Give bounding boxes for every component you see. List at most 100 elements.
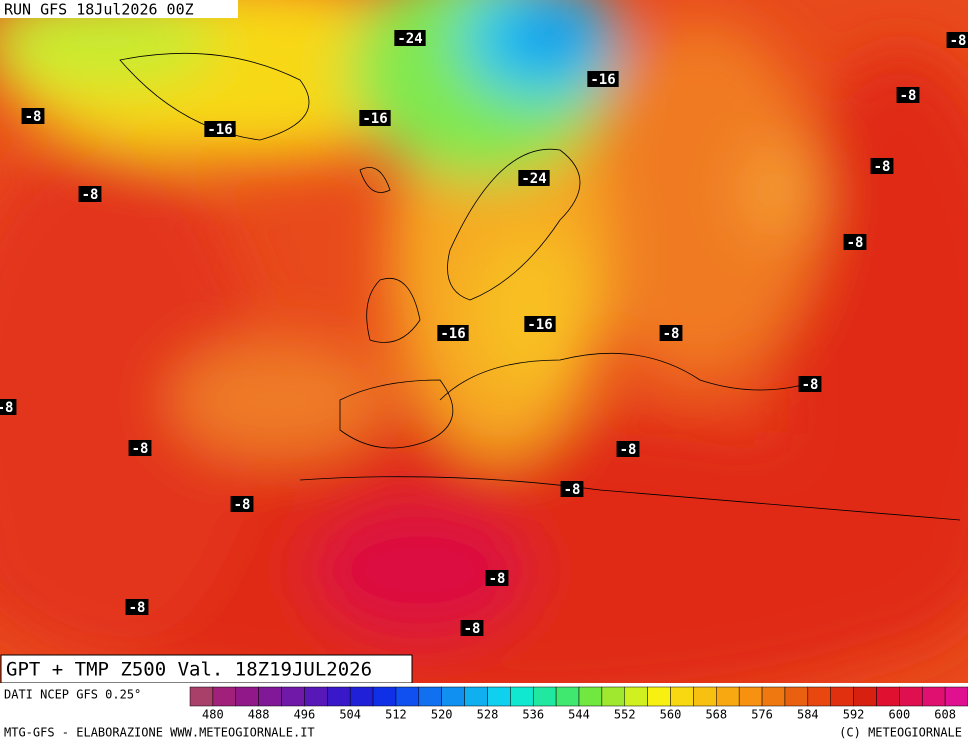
colorbar-swatch <box>281 686 305 707</box>
colorbar-tick-label: 488 <box>248 708 270 722</box>
colorbar-swatch <box>555 686 580 707</box>
footer-left: MTG-GFS - ELABORAZIONE WWW.METEOGIORNALE… <box>4 726 315 740</box>
colorbar-swatch <box>532 686 557 707</box>
colorbar-swatch <box>899 686 923 707</box>
contour-label-box <box>230 496 254 512</box>
colorbar-tick-label: 600 <box>889 708 911 722</box>
contour-label: -8 <box>564 482 581 498</box>
colorbar-tick-label: 568 <box>705 708 727 722</box>
contour-label-box <box>896 87 920 103</box>
contour-label-box <box>394 30 426 46</box>
contour-label: -8 <box>129 600 146 616</box>
contour-label: -8 <box>489 571 506 587</box>
contour-label-box <box>125 599 149 615</box>
colorbar-swatch <box>418 686 442 707</box>
contour-label-box <box>437 325 469 341</box>
colorbar-swatch <box>693 686 717 707</box>
contour-label-box <box>524 316 556 332</box>
contour-label: -8 <box>82 187 99 203</box>
colorbar-tick-label: 512 <box>385 708 407 722</box>
contour-label-box <box>587 71 619 87</box>
colorbar-tick-label: 520 <box>431 708 453 722</box>
colorbar-swatch <box>578 686 603 707</box>
colorbar-swatch <box>235 686 259 707</box>
colorbar-tick-label: 592 <box>843 708 865 722</box>
contour-label: -16 <box>527 317 552 333</box>
colorbar-swatch <box>304 686 328 707</box>
colorbar-swatch <box>761 686 786 707</box>
colorbar-swatch <box>189 686 214 707</box>
contour-label-box <box>0 399 17 415</box>
colorbar-swatch <box>464 686 488 707</box>
contour-label-box <box>204 121 236 137</box>
colorbar-swatch <box>807 686 831 707</box>
contour-label: -8 <box>663 326 680 342</box>
contour-label: -8 <box>620 442 637 458</box>
colorbar-swatch <box>876 686 900 707</box>
contour-label: -16 <box>440 326 465 342</box>
colorbar-tick-label: 536 <box>522 708 544 722</box>
title-box <box>0 654 413 684</box>
contour-label: -8 <box>874 159 891 175</box>
footer-right: (C) METEOGIORNALE <box>839 726 962 740</box>
colorbar-swatch <box>830 686 854 707</box>
contour-label: -8 <box>464 621 481 637</box>
colorbar-swatch <box>441 686 465 707</box>
contour-label-box <box>359 110 391 126</box>
contour-label: -16 <box>207 122 232 138</box>
colorbar-tick-label: 528 <box>477 708 499 722</box>
colorbar-tick-label: 608 <box>934 708 956 722</box>
contour-label: -8 <box>132 441 149 457</box>
colorbar-tick-label: 504 <box>339 708 361 722</box>
map-title: GPT + TMP Z500 Val. 18Z19JUL2026 <box>6 659 372 681</box>
contour-label: -16 <box>590 72 615 88</box>
colorbar-swatch <box>601 686 626 707</box>
colorbar-swatch <box>327 686 351 707</box>
contour-label-box <box>946 32 968 48</box>
contour-label-box <box>485 570 509 586</box>
colorbar-tick-label: 576 <box>751 708 773 722</box>
colorbar-swatch <box>624 686 648 707</box>
colorbar-swatch <box>487 686 511 707</box>
contour-label: -8 <box>900 88 917 104</box>
colorbar-tick-label: 560 <box>660 708 682 722</box>
contour-label-box <box>128 440 152 456</box>
colorbar-swatch <box>258 686 282 707</box>
run-box <box>0 0 238 18</box>
contour-label-box <box>870 158 894 174</box>
run-label: RUN GFS 18Jul2026 00Z <box>4 1 194 19</box>
colorbar-tick-label: 552 <box>614 708 636 722</box>
colorbar-swatch <box>716 686 740 707</box>
colorbar-swatch <box>510 686 534 707</box>
contour-label-box <box>659 325 683 341</box>
colorbar-tick-label: 496 <box>294 708 316 722</box>
contour-label: -8 <box>0 400 13 416</box>
colorbar-swatch <box>944 686 968 707</box>
contour-label-box <box>560 481 584 497</box>
colorbar-swatch <box>670 686 694 707</box>
contour-label-box <box>460 620 484 636</box>
contour-label: -16 <box>362 111 387 127</box>
source-label: DATI NCEP GFS 0.25° <box>4 688 141 702</box>
contour-label: -24 <box>521 171 546 187</box>
contour-label: -8 <box>25 109 42 125</box>
colorbar-swatch <box>921 686 946 707</box>
colorbar-swatch <box>647 686 671 707</box>
colorbar-tick-label: 584 <box>797 708 819 722</box>
colorbar-swatch <box>738 686 763 707</box>
contour-label-box <box>78 186 102 202</box>
contour-label-box <box>21 108 45 124</box>
colorbar-swatch <box>784 686 809 707</box>
colorbar-swatch <box>212 686 237 707</box>
contour-label: -8 <box>950 33 967 49</box>
contour-label-box <box>798 376 822 392</box>
colorbar-swatch <box>349 686 374 707</box>
contour-label: -8 <box>802 377 819 393</box>
colorbar-swatch <box>395 686 420 707</box>
colorbar-swatch <box>853 686 877 707</box>
contour-label-box <box>518 170 550 186</box>
contour-label-box <box>616 441 640 457</box>
colorbar-tick-label: 480 <box>202 708 224 722</box>
colorbar-tick-label: 544 <box>568 708 590 722</box>
